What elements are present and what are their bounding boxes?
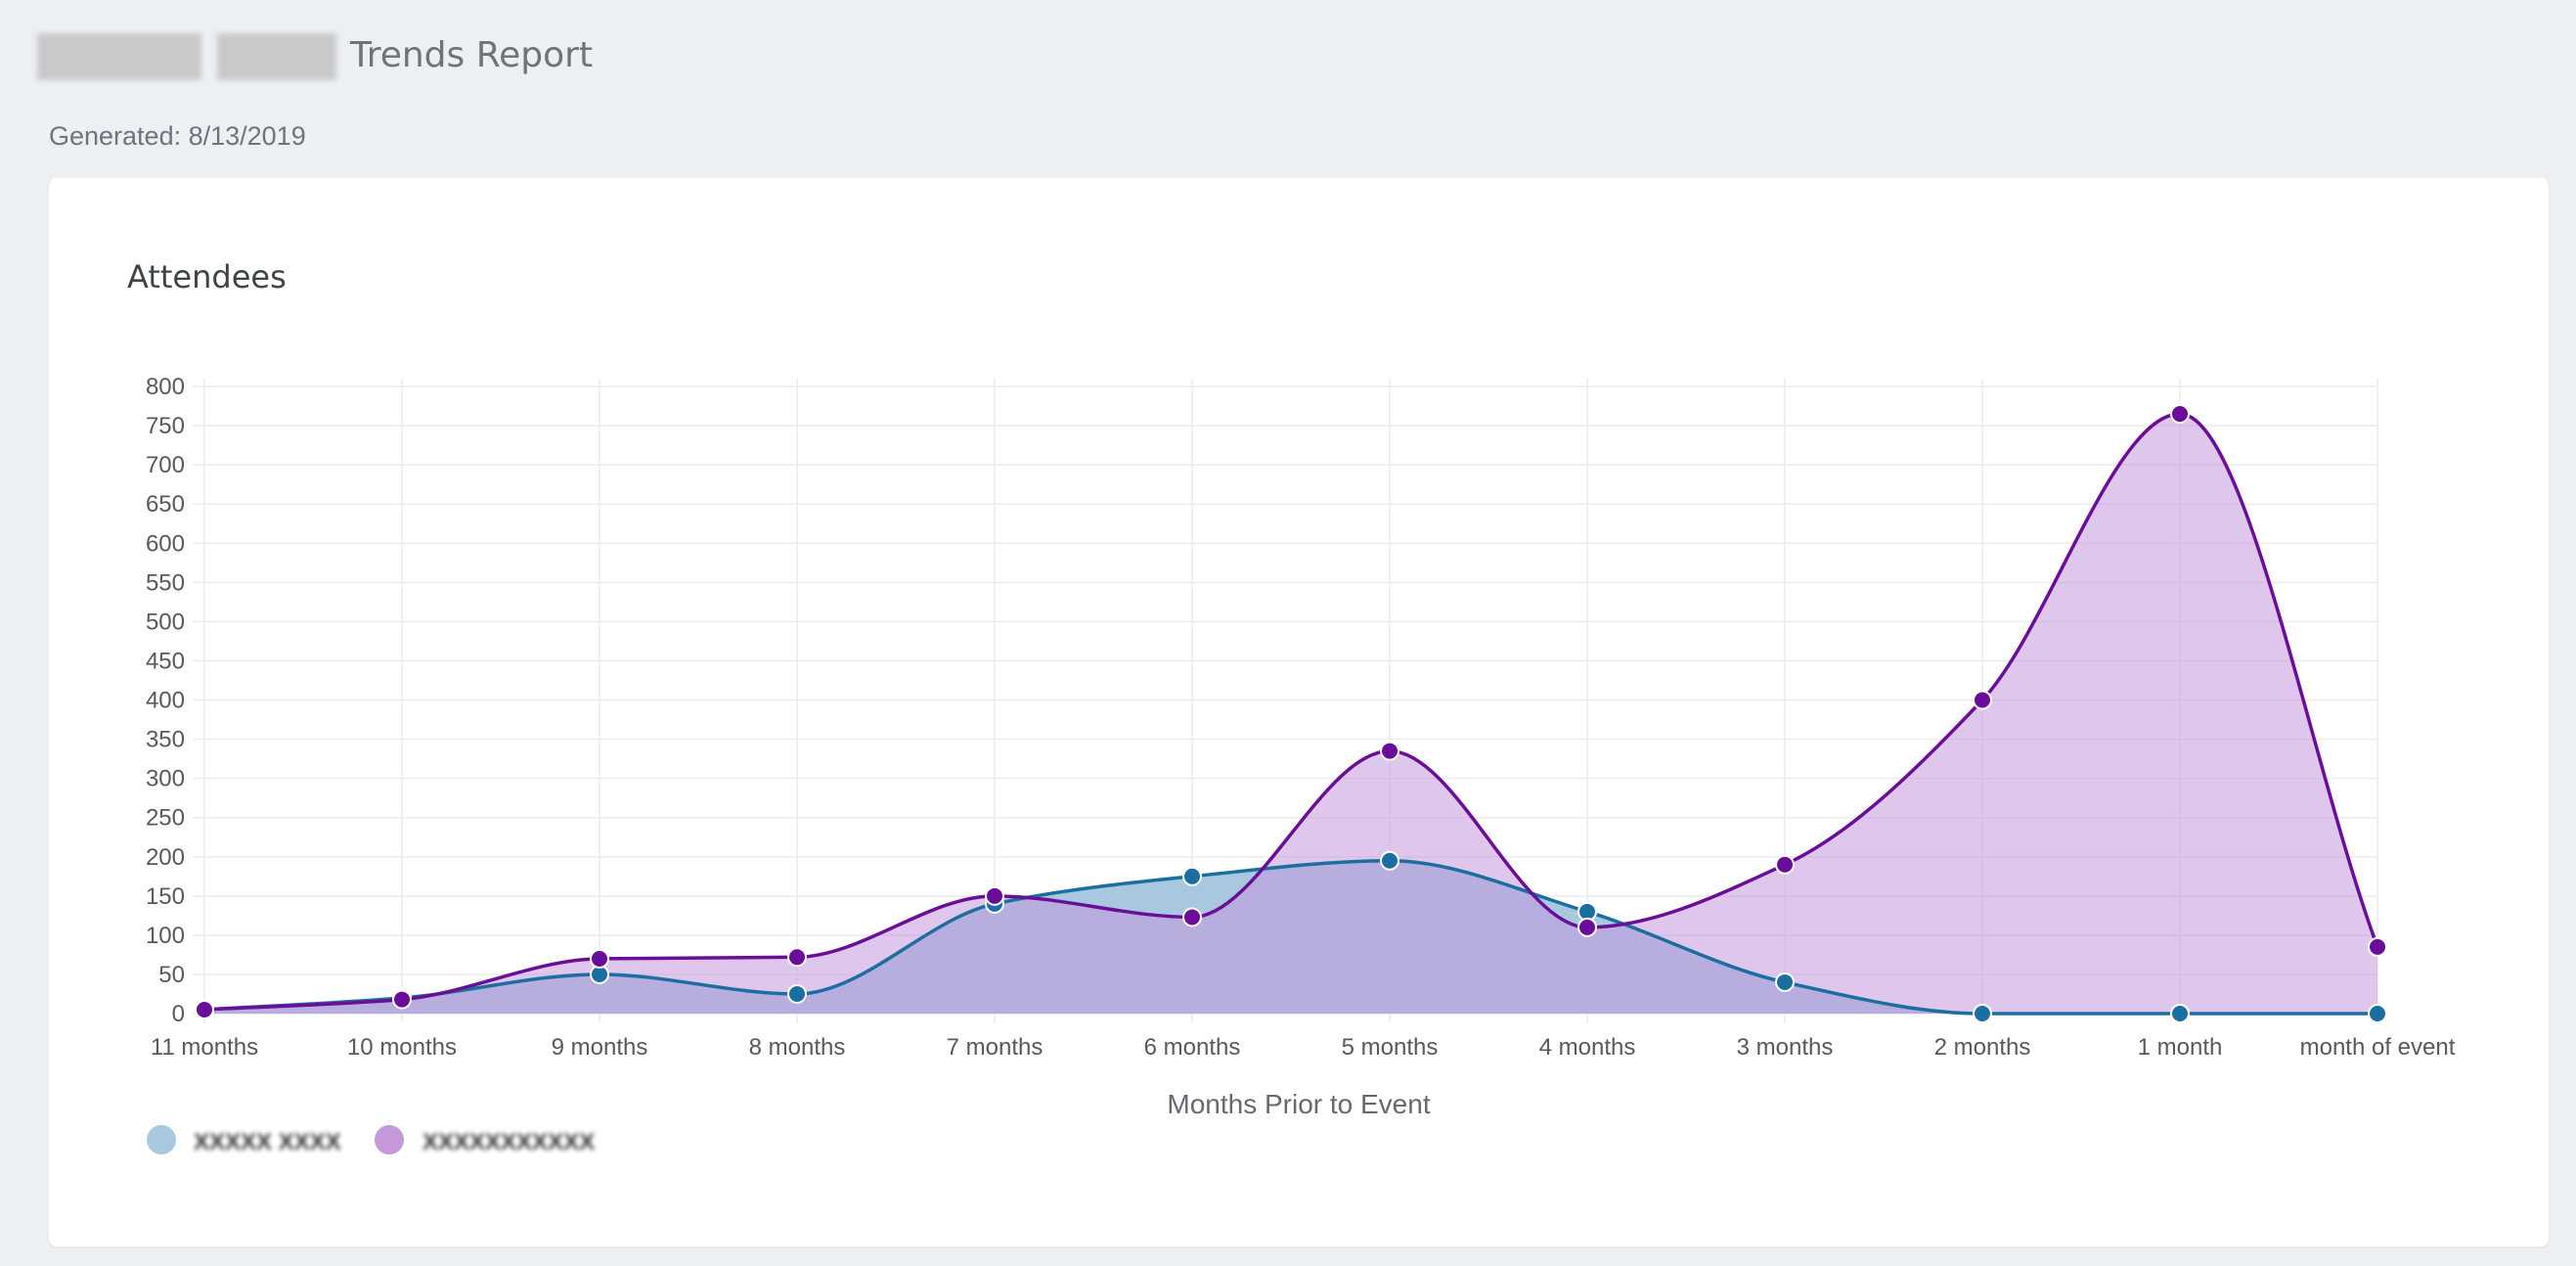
- series-1-point[interactable]: [2170, 1004, 2190, 1023]
- x-tick-label: 10 months: [347, 1034, 457, 1061]
- series-2-point[interactable]: [2368, 936, 2387, 957]
- series-2-point[interactable]: [2170, 404, 2190, 425]
- series-1-point[interactable]: [2368, 1004, 2387, 1023]
- y-tick-label: 200: [146, 844, 185, 871]
- y-tick-label: 500: [146, 609, 185, 635]
- y-tick-label: 50: [158, 962, 185, 988]
- series-1-line: [203, 859, 2377, 1016]
- x-axis-ticks: 11 months 10 months 9 months 8 months 7 mont…: [151, 1034, 2456, 1061]
- legend: XXXXX XXXX XXXXXXXXXXX: [147, 1125, 595, 1155]
- x-tick-label: 8 months: [749, 1034, 846, 1061]
- legend-swatch-series-2[interactable]: [375, 1125, 404, 1154]
- x-tick-label: 11 months: [151, 1034, 258, 1061]
- x-axis-title: Months Prior to Event: [1167, 1089, 1430, 1119]
- x-tick-label: 2 months: [1934, 1034, 2031, 1061]
- legend-swatch-series-1[interactable]: [147, 1125, 176, 1154]
- y-tick-label: 150: [146, 883, 185, 910]
- x-tick-label: 5 months: [1342, 1034, 1439, 1061]
- series-1-point[interactable]: [1380, 850, 1399, 871]
- series-2-point[interactable]: [985, 885, 1004, 906]
- y-tick-label: 550: [146, 569, 185, 596]
- x-tick-label: 3 months: [1737, 1034, 1834, 1061]
- series-1-point[interactable]: [1182, 866, 1202, 886]
- y-tick-label: 250: [146, 805, 185, 832]
- y-tick-label: 100: [146, 923, 185, 949]
- y-tick-label: 700: [146, 452, 185, 478]
- legend-label-series-2[interactable]: XXXXXXXXXXX: [422, 1129, 595, 1155]
- series-2-point[interactable]: [1380, 741, 1399, 761]
- series-1-point[interactable]: [787, 983, 807, 1004]
- chart-title: Attendees: [127, 258, 287, 295]
- page-title: Trends Report: [350, 35, 594, 75]
- x-tick-label: 4 months: [1539, 1034, 1636, 1061]
- y-tick-label: 800: [146, 374, 185, 400]
- legend-label-series-1[interactable]: XXXXX XXXX: [194, 1129, 341, 1155]
- redacted-title-block-2: [217, 33, 336, 80]
- y-tick-label: 350: [146, 727, 185, 753]
- series-2-point[interactable]: [1182, 907, 1202, 927]
- series-2-point[interactable]: [1775, 854, 1795, 875]
- series-1-point[interactable]: [1775, 972, 1795, 992]
- y-tick-label: 400: [146, 688, 185, 714]
- generated-date: Generated: 8/13/2019: [49, 121, 306, 151]
- y-tick-label: 450: [146, 648, 185, 674]
- series-2-point[interactable]: [590, 948, 609, 969]
- y-tick-label: 300: [146, 766, 185, 792]
- x-tick-label: 9 months: [552, 1034, 648, 1061]
- x-tick-label: 7 months: [947, 1034, 1044, 1061]
- y-tick-label: 600: [146, 530, 185, 557]
- redacted-title-block-1: [37, 33, 201, 80]
- series-2-point[interactable]: [1973, 690, 1992, 710]
- y-tick-label: 750: [146, 413, 185, 439]
- series-2-area: [204, 414, 2377, 1014]
- y-tick-label: 650: [146, 491, 185, 518]
- x-tick-label: 1 month: [2138, 1034, 2223, 1061]
- y-tick-label: 0: [172, 1001, 185, 1027]
- series-2-point[interactable]: [787, 947, 807, 968]
- series-2-point[interactable]: [392, 989, 412, 1010]
- y-axis-ticks: 0 50 100 150 200 250 300 350 400 450 500 550 600 650 7…: [146, 374, 185, 1027]
- x-tick-label: month of event: [2300, 1034, 2456, 1061]
- x-tick-label: 6 months: [1144, 1034, 1241, 1061]
- series-1-point[interactable]: [1973, 1004, 1992, 1023]
- series-2-point[interactable]: [195, 999, 214, 1019]
- series-2-point[interactable]: [1577, 917, 1597, 937]
- series-points: [195, 404, 2387, 1023]
- series-areas: [204, 414, 2377, 1014]
